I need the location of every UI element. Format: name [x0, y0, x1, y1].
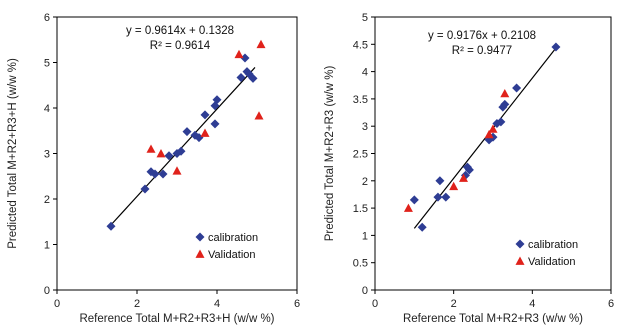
legend-calibration-icon — [515, 239, 525, 249]
validation-point — [172, 166, 182, 175]
y-tick-label: 4 — [44, 103, 50, 115]
y-tick-label: 4 — [362, 67, 368, 79]
chart-1: 0 1 2 3 4 5 6 0 2 4 6 Reference Total M+R2+R3+H (w/… — [7, 12, 300, 325]
y-tick-label: 3 — [44, 149, 50, 161]
calibration-point — [164, 151, 174, 161]
validation-point — [254, 111, 264, 120]
y-tick-label: 2.5 — [353, 149, 368, 161]
regression-equation: y = 0.9614x + 0.1328 — [126, 25, 234, 37]
y-tick-label: 6 — [44, 12, 50, 24]
validation-point — [484, 129, 494, 139]
y-axis-label: Predicted Total M+R2+R3 (w/w %) — [324, 66, 336, 242]
calibration-point — [140, 184, 150, 194]
y-tick-label: 0 — [44, 285, 50, 297]
y-tick-label: 1 — [362, 230, 368, 242]
y-tick-label: 2 — [44, 194, 50, 206]
x-tick-label: 6 — [608, 298, 614, 310]
calibration-point — [441, 192, 451, 202]
calibration-point — [236, 73, 246, 83]
calibration-point — [464, 165, 474, 175]
x-tick-label: 0 — [372, 298, 378, 310]
y-tick-label: 4.5 — [353, 39, 368, 51]
y-tick-label: 0 — [362, 285, 368, 297]
calibration-point — [200, 110, 210, 120]
x-tick-label: 4 — [529, 298, 535, 310]
y-tick-label: 0.5 — [353, 258, 368, 270]
legend-validation-icon — [515, 256, 525, 265]
x-tick-label: 2 — [134, 298, 140, 310]
calibration-point — [158, 169, 168, 179]
legend: calibration Validation — [195, 232, 258, 261]
validation-point — [156, 149, 166, 158]
validation-point — [234, 49, 244, 59]
legend-label: calibration — [208, 232, 258, 244]
y-tick-label: 3 — [362, 121, 368, 133]
legend-label: Validation — [528, 256, 576, 268]
y-tick-label: 1.5 — [353, 203, 368, 215]
y-tick-label: 2 — [362, 176, 368, 188]
validation-point — [146, 144, 156, 153]
x-axis-label: Reference Total M+R2+R3 (w/w %) — [403, 313, 583, 325]
calibration-point — [512, 83, 522, 93]
y-tick-label: 3.5 — [353, 94, 368, 106]
calibration-point — [500, 99, 510, 109]
validation-point — [500, 88, 510, 98]
validation-point — [256, 39, 266, 49]
calibration-point — [496, 117, 506, 127]
calibration-point — [551, 42, 561, 52]
calibration-point — [106, 221, 116, 231]
legend-validation-icon — [195, 249, 205, 258]
calibration-point — [409, 195, 419, 205]
regression-equation: y = 0.9176x + 0.2108 — [428, 30, 536, 42]
validation-point — [459, 173, 468, 182]
calibration-point — [182, 127, 192, 137]
legend-label: calibration — [528, 239, 578, 251]
legend-label: Validation — [208, 249, 256, 261]
validation-point — [200, 128, 210, 137]
y-axis-label: Predicted Total M+R2+R3+H (w/w %) — [7, 58, 19, 249]
validation-point — [488, 124, 498, 133]
x-tick-label: 4 — [214, 298, 220, 310]
r-squared-label: R² = 0.9477 — [452, 45, 512, 57]
x-axis-label: Reference Total M+R2+R3+H (w/w %) — [79, 313, 274, 325]
validation-point — [403, 203, 413, 212]
validation-point — [449, 181, 459, 191]
calibration-point — [433, 192, 443, 202]
calibration-point — [176, 146, 186, 156]
calibration-point — [435, 176, 445, 186]
x-tick-label: 0 — [54, 298, 60, 310]
trendline — [110, 67, 256, 226]
calibration-point — [240, 53, 250, 63]
legend-calibration-icon — [195, 232, 205, 242]
y-tick-label: 5 — [362, 12, 368, 24]
r-squared-label: R² = 0.9614 — [150, 40, 211, 52]
chart-2: 0 0.5 1 1.5 2 2.5 3 3.5 4 4.5 5 0 2 4 6 Reference Total… — [324, 12, 614, 325]
x-tick-label: 6 — [294, 298, 300, 310]
calibration-point — [212, 95, 222, 105]
calibration-point — [210, 119, 220, 129]
x-tick-label: 2 — [451, 298, 457, 310]
calibration-point — [417, 222, 427, 232]
calibration-point — [194, 133, 204, 143]
calibration-point — [248, 73, 258, 83]
y-tick-label: 1 — [44, 240, 50, 252]
calibration-point — [150, 169, 160, 179]
y-tick-label: 5 — [44, 58, 50, 70]
legend: calibration Validation — [515, 239, 578, 268]
